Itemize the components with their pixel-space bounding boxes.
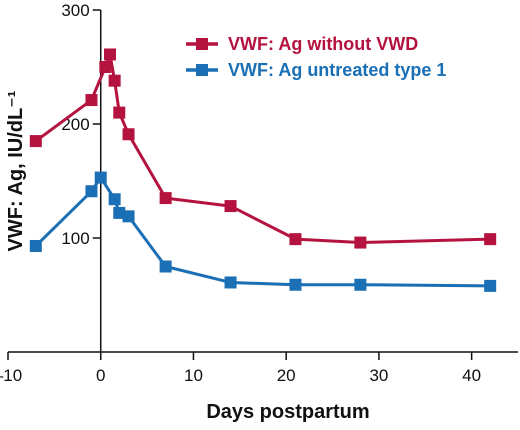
data-point	[289, 233, 302, 246]
series-1	[29, 48, 497, 249]
y-tick-label: 200	[61, 115, 89, 134]
data-point	[224, 276, 237, 289]
x-axis-ticks: –10 0 10 20 30 40	[0, 352, 481, 385]
data-point	[159, 260, 172, 273]
series-2	[29, 171, 497, 292]
legend-marker	[196, 64, 208, 76]
legend-item: VWF: Ag untreated type 1	[186, 60, 446, 80]
x-tick-label: 40	[462, 366, 481, 385]
data-point	[122, 210, 135, 223]
data-point	[113, 106, 126, 119]
data-point	[85, 185, 98, 198]
x-tick-label: 0	[96, 366, 105, 385]
data-point	[94, 171, 107, 184]
legend-marker	[196, 38, 208, 50]
legend-label: VWF: Ag untreated type 1	[228, 60, 446, 80]
data-point	[108, 74, 121, 87]
x-tick-label: 30	[369, 366, 388, 385]
data-point	[484, 233, 497, 246]
data-point	[289, 278, 302, 291]
x-axis-title: Days postpartum	[206, 401, 369, 423]
series-line	[34, 176, 491, 288]
y-axis-title: VWF: Ag, IU/dL⁻¹	[5, 90, 27, 251]
data-point	[85, 94, 98, 107]
data-point	[122, 128, 135, 141]
data-point	[108, 193, 121, 206]
data-point	[104, 48, 116, 61]
data-point	[224, 200, 237, 213]
data-point	[159, 192, 172, 205]
x-tick-label: 10	[184, 366, 203, 385]
legend: VWF: Ag without VWD VWF: Ag untreated typ…	[186, 34, 446, 80]
data-point	[354, 278, 367, 291]
y-tick-label: 100	[61, 229, 89, 248]
series-line	[34, 52, 491, 245]
x-tick-label: –10	[0, 366, 22, 385]
legend-item: VWF: Ag without VWD	[186, 34, 418, 54]
data-point	[29, 239, 42, 252]
data-point	[113, 206, 126, 219]
axes: –10 0 10 20 30 40 100 200 300	[0, 1, 518, 385]
data-point	[354, 236, 367, 249]
data-point	[99, 61, 112, 73]
data-point	[484, 279, 497, 292]
legend-label: VWF: Ag without VWD	[228, 34, 418, 54]
data-point	[29, 135, 42, 148]
series-layer	[29, 48, 497, 292]
y-axis-ticks: 100 200 300	[61, 1, 101, 248]
x-tick-label: 20	[277, 366, 296, 385]
y-tick-label: 300	[61, 1, 89, 20]
